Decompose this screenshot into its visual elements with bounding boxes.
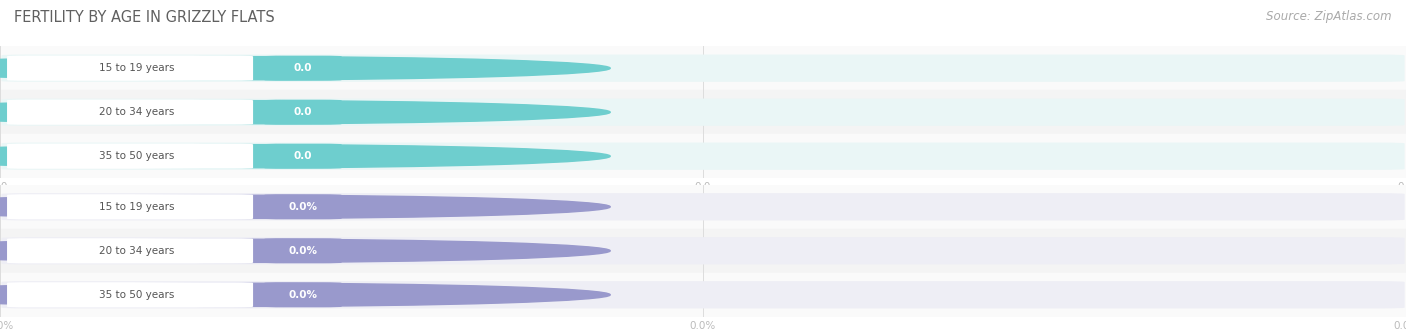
Text: 35 to 50 years: 35 to 50 years: [100, 151, 174, 161]
Circle shape: [0, 283, 610, 306]
FancyBboxPatch shape: [1, 143, 1405, 170]
Text: 0.0: 0.0: [294, 107, 312, 117]
FancyBboxPatch shape: [7, 238, 253, 263]
FancyBboxPatch shape: [1, 193, 1405, 220]
Text: Source: ZipAtlas.com: Source: ZipAtlas.com: [1267, 10, 1392, 23]
Circle shape: [0, 145, 610, 168]
FancyBboxPatch shape: [264, 282, 342, 307]
Circle shape: [0, 239, 610, 262]
FancyBboxPatch shape: [264, 100, 342, 125]
FancyBboxPatch shape: [1, 237, 1405, 264]
Circle shape: [0, 195, 610, 218]
FancyBboxPatch shape: [264, 238, 342, 263]
FancyBboxPatch shape: [7, 144, 253, 169]
FancyBboxPatch shape: [7, 56, 253, 81]
Text: 0.0%: 0.0%: [288, 246, 318, 256]
Circle shape: [0, 101, 610, 124]
Text: 0.0: 0.0: [294, 63, 312, 73]
Bar: [0, 90, 1406, 134]
Bar: [0, 46, 1406, 90]
Bar: [0, 229, 1406, 273]
FancyBboxPatch shape: [264, 194, 342, 219]
FancyBboxPatch shape: [1, 54, 1405, 82]
Bar: [0, 134, 1406, 178]
Text: 35 to 50 years: 35 to 50 years: [100, 290, 174, 300]
FancyBboxPatch shape: [264, 144, 342, 169]
Text: 0.0%: 0.0%: [288, 202, 318, 212]
Text: 15 to 19 years: 15 to 19 years: [100, 63, 174, 73]
Text: 20 to 34 years: 20 to 34 years: [100, 246, 174, 256]
FancyBboxPatch shape: [7, 282, 253, 307]
Circle shape: [0, 57, 610, 80]
FancyBboxPatch shape: [1, 281, 1405, 309]
FancyBboxPatch shape: [264, 56, 342, 81]
Text: 15 to 19 years: 15 to 19 years: [100, 202, 174, 212]
Text: 20 to 34 years: 20 to 34 years: [100, 107, 174, 117]
FancyBboxPatch shape: [7, 100, 253, 125]
Bar: [0, 185, 1406, 229]
Text: FERTILITY BY AGE IN GRIZZLY FLATS: FERTILITY BY AGE IN GRIZZLY FLATS: [14, 10, 274, 25]
FancyBboxPatch shape: [1, 99, 1405, 126]
Bar: [0, 273, 1406, 317]
Text: 0.0%: 0.0%: [288, 290, 318, 300]
FancyBboxPatch shape: [7, 194, 253, 219]
Text: 0.0: 0.0: [294, 151, 312, 161]
